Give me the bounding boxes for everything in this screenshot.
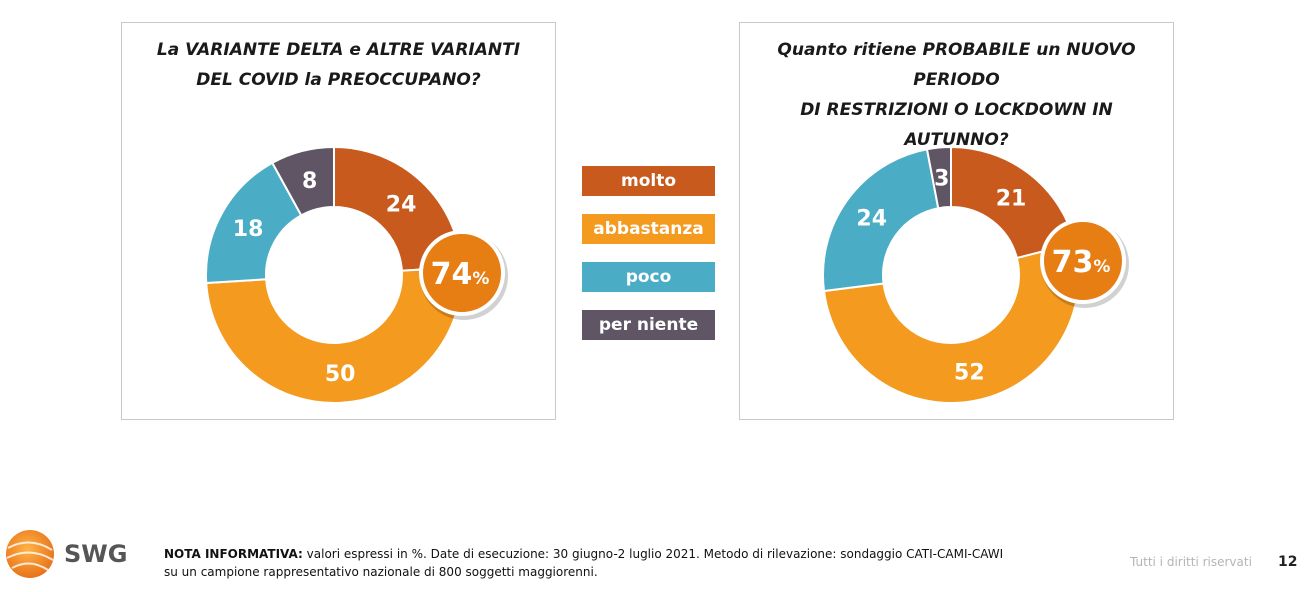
donut-slice-per-niente <box>270 145 335 217</box>
swg-logo-icon <box>6 530 54 578</box>
chart-panel-lockdown: Quanto ritiene PROBABILE un NUOVO PERIOD… <box>739 22 1174 420</box>
donut-label-abbastanza: 50 <box>325 362 356 387</box>
chart-title-line2: DEL COVID la PREOCCUPANO? <box>196 70 481 90</box>
donut-label-poco: 18 <box>233 217 264 242</box>
total-badge-value: 73% <box>1052 245 1111 280</box>
page-number: 12 <box>1278 554 1298 570</box>
donut-chart-variants: 24 50 18 8 74% <box>205 145 508 404</box>
total-badge <box>419 230 505 316</box>
note-label: NOTA INFORMATIVA: <box>164 547 303 561</box>
chart-title-line1: Quanto ritiene PROBABILE un NUOVO PERIOD… <box>777 40 1136 90</box>
chart-title-line1: La VARIANTE DELTA e ALTRE VARIANTI <box>156 40 521 60</box>
legend-item-abbastanza: abbastanza <box>582 214 715 244</box>
note-line2: su un campione rappresentativo nazionale… <box>164 565 598 579</box>
donut-slice-poco <box>822 148 940 293</box>
donut-label-molto: 24 <box>386 193 417 218</box>
donut-label-poco: 24 <box>856 206 887 231</box>
total-badge-value: 74% <box>431 257 490 292</box>
donut-slice-abbastanza <box>822 241 1080 404</box>
footer-note: NOTA INFORMATIVA: valori espressi in %. … <box>164 545 1064 581</box>
donut-slice-per-niente <box>925 145 952 210</box>
legend-item-molto: molto <box>582 166 715 196</box>
donut-label-per-niente: 8 <box>302 169 317 194</box>
total-badge <box>1040 218 1126 304</box>
logo-text: SWG <box>64 540 128 568</box>
rights-text: Tutti i diritti riservati <box>1130 555 1252 569</box>
legend: molto abbastanza poco per niente <box>582 166 715 358</box>
donut-label-molto: 21 <box>996 187 1027 212</box>
donut-label-per-niente: 3 <box>934 166 949 191</box>
chart-title: La VARIANTE DELTA e ALTRE VARIANTI DEL C… <box>132 35 545 95</box>
donut-label-abbastanza: 52 <box>954 360 985 385</box>
legend-item-per-niente: per niente <box>582 310 715 340</box>
chart-title: Quanto ritiene PROBABILE un NUOVO PERIOD… <box>750 35 1163 155</box>
chart-panel-variants: La VARIANTE DELTA e ALTRE VARIANTI DEL C… <box>121 22 556 420</box>
legend-item-poco: poco <box>582 262 715 292</box>
donut-slice-abbastanza <box>205 265 463 404</box>
chart-title-line2: DI RESTRIZIONI O LOCKDOWN IN AUTUNNO? <box>800 100 1113 150</box>
donut-chart-lockdown: 21 52 24 3 73% <box>822 145 1129 404</box>
note-line1: valori espressi in %. Date di esecuzione… <box>302 547 1004 561</box>
